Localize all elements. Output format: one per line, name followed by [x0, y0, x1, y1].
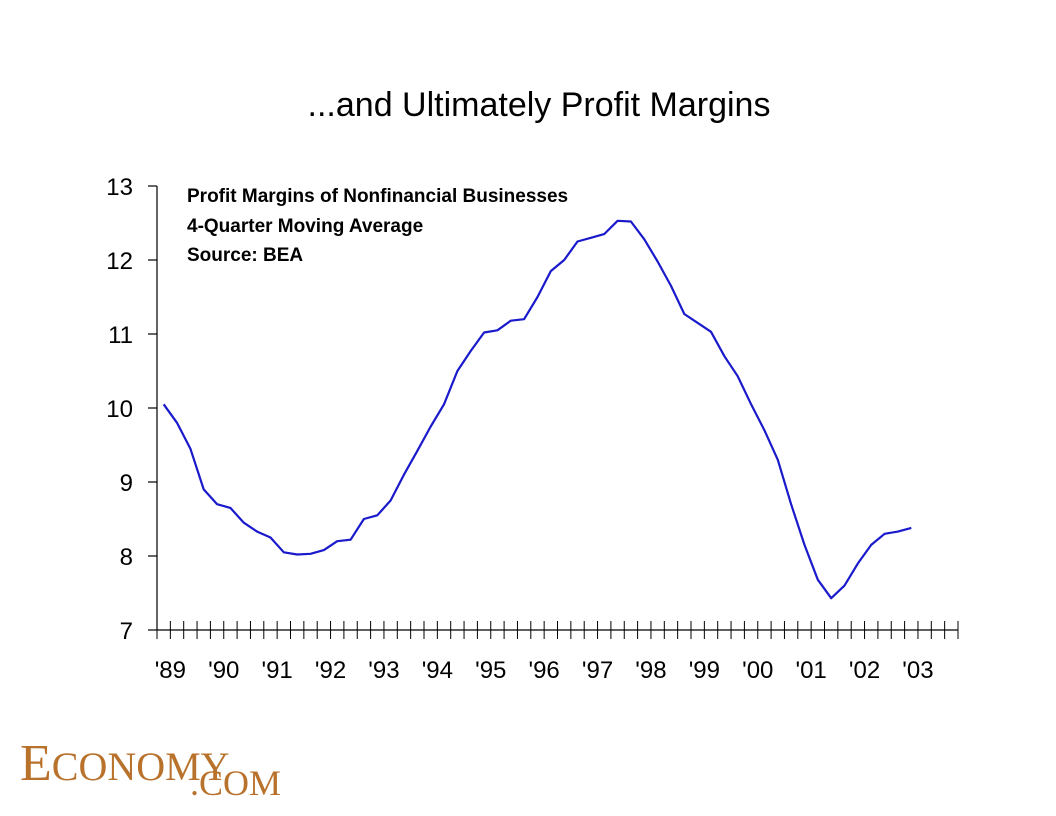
x-tick-label: '96	[529, 657, 560, 684]
y-tick-label: 7	[120, 618, 133, 645]
x-tick-label: '97	[582, 657, 613, 684]
chart-series	[162, 219, 912, 600]
x-tick-label: '00	[742, 657, 773, 684]
y-tick-label: 8	[120, 544, 133, 571]
x-tick-label: '94	[422, 657, 453, 684]
x-tick-label: '95	[475, 657, 506, 684]
chart-ticks	[148, 185, 959, 639]
y-tick-label: 11	[108, 322, 133, 349]
y-tick-label: 13	[106, 174, 133, 201]
logo-wordmark: ECONOMY	[20, 734, 230, 793]
y-tick-label: 10	[106, 396, 133, 423]
chart-tick-labels: 7 8 9 10 11 12 13 '89 '90 '91 '92 '93 '94 '95 '96 '97 '9…	[106, 174, 933, 684]
y-tick-label: 12	[106, 248, 133, 275]
x-tick-label: '02	[849, 657, 880, 684]
annotation-line-2: 4-Quarter Moving Average	[187, 216, 423, 237]
chart-title: ...and Ultimately Profit Margins	[307, 86, 771, 124]
x-tick-label: '90	[208, 657, 239, 684]
x-tick-label: '92	[315, 657, 346, 684]
logo-suffix: .COM	[190, 763, 282, 803]
economy-com-logo: ECONOMY .COM	[20, 734, 290, 804]
annotation-line-1: Profit Margins of Nonfinancial Businesse…	[187, 186, 568, 207]
x-tick-label: '01	[796, 657, 827, 684]
x-tick-label: '93	[368, 657, 399, 684]
x-tick-label: '91	[262, 657, 293, 684]
x-tick-label: '98	[635, 657, 666, 684]
x-tick-label: '03	[902, 657, 933, 684]
x-tick-label: '99	[689, 657, 720, 684]
x-tick-label: '89	[155, 657, 186, 684]
logo-first-letter: E	[20, 735, 52, 792]
y-tick-label: 9	[120, 470, 133, 497]
logo-rest: CONOMY	[51, 744, 230, 789]
profit-margin-line	[162, 219, 912, 600]
annotation-line-3: Source: BEA	[187, 245, 303, 266]
